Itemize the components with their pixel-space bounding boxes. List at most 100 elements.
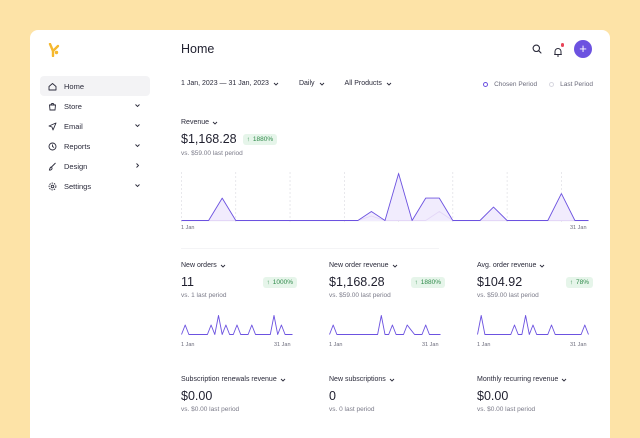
sidebar-item-label: Settings: [64, 181, 92, 191]
arrow-up-icon: ↑: [246, 135, 250, 143]
chosen-dot-icon: [483, 82, 489, 87]
interval-select[interactable]: Daily: [299, 80, 325, 87]
chevron-down-icon: [562, 378, 567, 382]
sidebar-item-label: Home: [64, 81, 85, 91]
revenue-value: $1,168.28: [181, 132, 237, 146]
metric-card: Monthly recurring revenue $0.00 vs. $0.00 …: [477, 376, 593, 413]
metric-label-dropdown[interactable]: Monthly recurring revenue: [477, 376, 593, 383]
sidebar-item-settings[interactable]: Settings: [40, 176, 150, 196]
legend-chosen-label: Chosen Period: [494, 81, 538, 88]
metric-value: $1,168.28: [329, 275, 385, 289]
sparkline-x-start: 1 Jan: [181, 342, 195, 348]
metric-sparkline: [181, 315, 293, 335]
search-icon[interactable]: [532, 44, 542, 54]
metric-card: New subscriptions 0 vs. 0 last period: [329, 376, 445, 413]
sparkline-series: [181, 315, 293, 335]
filter-bar: 1 Jan, 2023 — 31 Jan, 2023 Daily All Pro…: [181, 80, 412, 87]
change-badge: ↑ 1000%: [262, 276, 297, 288]
metric-sparkline: [477, 315, 589, 335]
metric-label: Monthly recurring revenue: [477, 376, 559, 383]
metric-value: $0.00: [477, 389, 509, 403]
chart-legend: Chosen Period Last Period: [471, 81, 593, 88]
metric-sub: vs. 0 last period: [329, 406, 375, 413]
sidebar-item-design[interactable]: Design: [40, 156, 150, 176]
sparkline-x-start: 1 Jan: [477, 342, 491, 348]
last-dot-icon: [549, 82, 555, 87]
revenue-x-start: 1 Jan: [181, 225, 195, 231]
interval-label: Daily: [298, 80, 315, 87]
arrow-up-icon: ↑: [569, 278, 573, 286]
send-icon: [48, 122, 57, 130]
sidebar-item-label: Store: [64, 101, 82, 111]
products-select[interactable]: All Products: [345, 80, 392, 87]
sparkline-x-end: 31 Jan: [274, 342, 291, 348]
chevron-down-icon: [273, 82, 279, 86]
sidebar-item-home[interactable]: Home: [40, 76, 150, 96]
revenue-label: Revenue: [181, 119, 210, 126]
metric-value: $0.00: [181, 389, 213, 403]
products-label: All Products: [344, 80, 382, 87]
chevron-right-icon: [136, 163, 140, 168]
gear-icon: [48, 182, 57, 190]
home-icon: [48, 82, 57, 90]
chevron-down-icon: [135, 124, 140, 128]
arrow-up-icon: ↑: [266, 278, 270, 286]
metric-card: Avg. order revenue $104.92 ↑ 78% vs. $59.00 …: [477, 262, 593, 299]
bag-icon: [49, 102, 56, 110]
sparkline-x-end: 31 Jan: [422, 342, 439, 348]
metric-sparkline: [329, 315, 441, 335]
chevron-down-icon: [220, 264, 226, 268]
sidebar-item-label: Email: [64, 121, 83, 131]
sidebar-item-label: Design: [64, 161, 88, 171]
metric-label-dropdown[interactable]: New orders: [181, 262, 297, 269]
revenue-change: 1880%: [252, 135, 274, 143]
legend-last-label: Last Period: [560, 81, 593, 88]
logo-icon: [48, 43, 60, 57]
sidebar-item-store[interactable]: Store: [40, 96, 150, 116]
metric-label: Subscription renewals revenue: [181, 376, 277, 383]
top-toolbar: +: [532, 40, 592, 58]
app-window: Home Store Email Reports Design Settings Home…: [30, 30, 610, 438]
legend-last: Last Period: [549, 81, 593, 88]
sparkline-x-start: 1 Jan: [329, 342, 343, 348]
brush-icon: [48, 162, 56, 171]
metric-card: New orders 11 ↑ 1000% vs. 1 last period: [181, 262, 297, 299]
sparkline-series: [477, 315, 589, 335]
metric-change: 78%: [575, 278, 589, 286]
plus-icon: +: [579, 41, 587, 56]
date-range-label: 1 Jan, 2023 — 31 Jan, 2023: [181, 80, 269, 87]
metric-label-dropdown[interactable]: New subscriptions: [329, 376, 445, 383]
notifications-button[interactable]: [553, 43, 564, 57]
notification-dot: [560, 43, 564, 47]
revenue-label-dropdown[interactable]: Revenue: [181, 119, 589, 126]
add-button[interactable]: +: [574, 40, 592, 58]
revenue-section: Revenue $1,168.28 ↑ 1880% vs. $59.00 las…: [181, 119, 589, 157]
sidebar-item-reports[interactable]: Reports: [40, 136, 150, 156]
metric-sub: vs. $0.00 last period: [181, 406, 240, 413]
metric-label-dropdown[interactable]: New order revenue: [329, 262, 445, 269]
sparkline-x-end: 31 Jan: [570, 342, 587, 348]
chosen-period-series: [181, 173, 589, 221]
metric-label: Avg. order revenue: [477, 262, 537, 269]
bell-icon: [554, 48, 562, 57]
metric-label-dropdown[interactable]: Avg. order revenue: [477, 262, 593, 269]
chevron-down-icon: [392, 264, 397, 268]
sidebar-item-email[interactable]: Email: [40, 116, 150, 136]
change-badge: ↑ 1880%: [410, 276, 445, 288]
metric-value: 0: [329, 389, 336, 403]
revenue-x-end: 31 Jan: [570, 225, 587, 231]
revenue-area: [181, 174, 589, 221]
revenue-sub: vs. $59.00 last period: [181, 150, 243, 157]
metric-card: New order revenue $1,168.28 ↑ 1880% vs. $59.…: [329, 262, 445, 299]
metric-label-dropdown[interactable]: Subscription renewals revenue: [181, 376, 297, 383]
metric-sub: vs. $0.00 last period: [477, 406, 536, 413]
date-range-select[interactable]: 1 Jan, 2023 — 31 Jan, 2023: [181, 80, 279, 87]
chevron-down-icon: [540, 264, 545, 268]
metric-sub: vs. $59.00 last period: [329, 292, 391, 299]
metric-sub: vs. $59.00 last period: [477, 292, 539, 299]
metric-change: 1000%: [272, 278, 293, 286]
sparkline-series: [329, 315, 441, 335]
chevron-down-icon: [319, 82, 324, 86]
chevron-down-icon: [280, 378, 286, 382]
legend-chosen: Chosen Period: [483, 81, 537, 88]
